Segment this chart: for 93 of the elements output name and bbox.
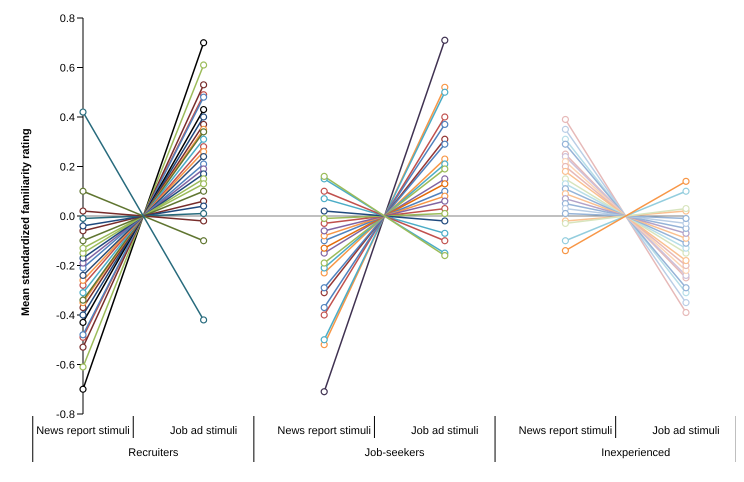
x-tick-label: News report stimuli [277, 425, 371, 437]
point [562, 140, 569, 148]
x-tick-label: Job ad stimuli [170, 425, 238, 437]
x-tick-label: News report stimuli [518, 425, 612, 437]
point [562, 237, 569, 244]
point [441, 237, 448, 244]
point [320, 244, 328, 252]
point [200, 180, 208, 188]
point [441, 230, 448, 237]
point [562, 210, 569, 218]
point [682, 188, 690, 195]
point [441, 120, 448, 128]
point [441, 165, 448, 173]
point [79, 296, 87, 304]
point [682, 256, 690, 264]
point [79, 244, 87, 252]
text: Inexperienced [601, 447, 670, 459]
point [200, 217, 208, 225]
y-tick-label: 0.6 [60, 62, 75, 74]
y-axis-title: Mean standardized familiarity rating [20, 128, 32, 316]
point [200, 61, 208, 69]
point [682, 308, 690, 316]
point [441, 198, 448, 205]
point [441, 217, 448, 225]
point [562, 168, 569, 176]
point [441, 180, 448, 188]
point [320, 172, 328, 180]
point [682, 204, 690, 212]
point [320, 188, 328, 195]
point [79, 108, 87, 116]
point [79, 237, 87, 244]
point [200, 94, 208, 101]
point [200, 136, 208, 143]
point [320, 304, 328, 312]
point [320, 259, 328, 267]
x-tick-label: News report stimuli [36, 425, 130, 437]
point [320, 195, 328, 202]
point [441, 113, 448, 121]
point [79, 331, 87, 338]
point [79, 272, 87, 279]
point [320, 311, 328, 319]
y-tick-label: 0.2 [60, 161, 75, 174]
point [200, 113, 208, 121]
point [79, 207, 87, 215]
point [320, 214, 328, 222]
point [79, 214, 87, 222]
point [79, 188, 87, 195]
point [682, 178, 690, 185]
point [200, 188, 208, 195]
point [79, 386, 87, 393]
x-tick-label: Job ad stimuli [652, 425, 720, 437]
point [79, 289, 87, 296]
point [79, 311, 87, 319]
point [200, 106, 208, 114]
point [441, 252, 448, 260]
y-tick-label: -0.8 [56, 408, 75, 421]
point [79, 363, 87, 371]
point [79, 222, 87, 230]
y-tick-label: -0.6 [56, 359, 75, 372]
point [562, 247, 569, 254]
text: Job-seekers [364, 447, 426, 459]
y-tick-label: 0.4 [60, 112, 75, 124]
point [200, 237, 208, 244]
point [441, 210, 448, 218]
point [320, 207, 328, 215]
y-tick-label: 0.8 [60, 12, 75, 25]
point [79, 318, 87, 326]
point [682, 284, 690, 292]
point [200, 81, 208, 88]
y-tick-label: -0.4 [56, 310, 75, 322]
point [682, 299, 690, 306]
point [200, 39, 208, 46]
point [562, 126, 569, 133]
point [441, 36, 448, 44]
y-tick-label: 0.0 [60, 210, 75, 223]
point [200, 210, 208, 218]
point [320, 336, 328, 344]
point [682, 214, 690, 222]
point [200, 202, 208, 210]
x-tick-label: Job ad stimuli [411, 425, 478, 437]
point [441, 88, 448, 96]
point [320, 227, 328, 234]
point [200, 316, 208, 324]
point [200, 128, 208, 136]
text: Recruiters [128, 447, 179, 459]
point [562, 220, 569, 228]
point [320, 388, 328, 396]
point [562, 116, 569, 124]
point [441, 140, 448, 148]
point [320, 284, 328, 292]
point [200, 153, 208, 160]
point [79, 344, 87, 351]
y-tick-label: -0.2 [56, 260, 75, 272]
